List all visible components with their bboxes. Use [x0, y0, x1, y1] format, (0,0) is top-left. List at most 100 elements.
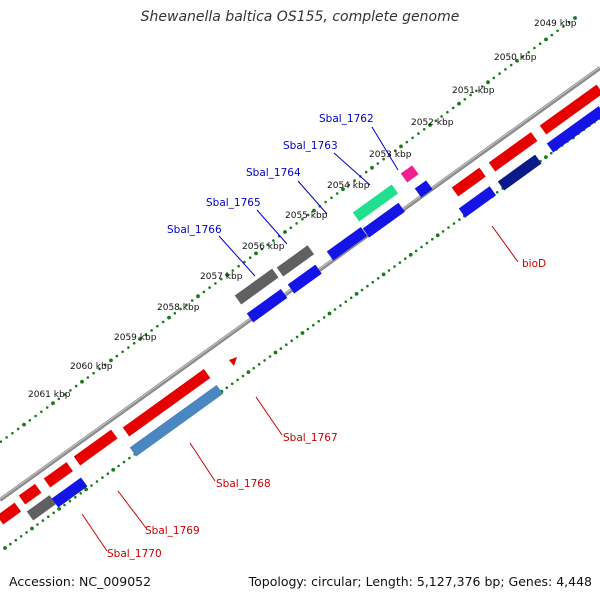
tick-dot [324, 200, 327, 204]
tick-dot [34, 414, 37, 418]
tick-dot [521, 55, 525, 58]
tick-dot [231, 269, 235, 272]
tick-dot [41, 519, 45, 522]
tick-dot [19, 535, 23, 538]
tick-dot [202, 290, 206, 294]
tick-dot [411, 136, 414, 140]
tick-dot [435, 233, 440, 238]
tick-dot [376, 162, 380, 165]
tick-dot [69, 389, 72, 392]
tick-label-2050: 2050 kbp [494, 53, 537, 63]
tick-dot [9, 542, 12, 546]
tick-dot [408, 252, 413, 257]
topology-label: Topology: circular; Length: 5,127,376 bp… [248, 574, 592, 589]
gene-sbal-1765[interactable] [287, 264, 322, 294]
tick-dot [431, 237, 434, 241]
gene-feature-reverse[interactable] [458, 186, 497, 218]
gene-label-sbal-1763: Sbal_1763 [283, 140, 338, 152]
tick-dot [246, 370, 251, 374]
tick-dot [371, 280, 375, 284]
gene-feature-forward[interactable] [43, 462, 73, 488]
gene-sbal-1762[interactable] [414, 180, 433, 198]
tick-dot [347, 183, 351, 187]
gene-biod[interactable] [451, 167, 486, 197]
tick-dot [515, 58, 519, 63]
tick-dot [428, 123, 432, 127]
tick-dot [122, 460, 126, 464]
tick-dot [562, 25, 565, 28]
tick-dot [268, 355, 272, 358]
tick-dot [405, 140, 409, 144]
tick-dot [504, 68, 507, 71]
tick-dot [74, 384, 78, 388]
tick-dot [74, 495, 77, 499]
tick-dot [317, 320, 321, 323]
gene-feature-forward[interactable] [18, 483, 42, 505]
gene-sbal-1764[interactable] [326, 226, 368, 261]
tick-dot [138, 337, 142, 341]
tick-dot [486, 80, 490, 85]
tick-label-2061: 2061 kbp [28, 390, 71, 400]
gene-feature-forward[interactable] [0, 502, 22, 525]
gene-feature-other[interactable] [26, 495, 56, 521]
tick-dot [344, 300, 348, 304]
tick-label-2056: 2056 kbp [242, 242, 285, 252]
tick-dot [5, 436, 8, 439]
label-leaders [81, 126, 519, 552]
gene-label-sbal-1767: Sbal_1767 [283, 432, 338, 444]
gene-feature-reverse[interactable] [546, 106, 600, 153]
gene-sbal-1766[interactable] [246, 288, 288, 323]
tick-dot [236, 378, 239, 382]
tick-dot [360, 288, 364, 292]
tick-dot [364, 170, 368, 174]
tick-dot [295, 222, 298, 225]
gene-feature-forward[interactable] [539, 84, 600, 135]
tick-dot [399, 144, 403, 149]
tick-dot [150, 329, 153, 332]
gene-sbal-1763[interactable] [362, 202, 405, 238]
tick-dot [446, 110, 449, 114]
tick-labels: 2049 kbp 2050 kbp 2051 kbp 2052 kbp 2053… [28, 19, 577, 400]
gene-feature-forward[interactable] [488, 132, 538, 172]
tick-dot [414, 249, 418, 253]
tick-dot [417, 132, 420, 135]
gene-label-biod: bioD [522, 258, 546, 270]
tick-dot [322, 316, 326, 319]
tick-dot [354, 292, 359, 296]
tick-dot [475, 89, 478, 93]
tick-dot [573, 16, 577, 20]
gene-feature-forward[interactable] [73, 429, 118, 466]
gene-highlight[interactable] [129, 384, 224, 457]
tick-dot [550, 151, 553, 155]
misc-feature-pink[interactable] [400, 165, 419, 183]
tick-dot [117, 464, 120, 468]
tick-dot [273, 350, 278, 355]
gene-feature-reverse[interactable] [497, 154, 542, 191]
gene-feature-other[interactable] [276, 245, 315, 277]
tick-dot [173, 312, 177, 315]
tick-dot [52, 511, 55, 515]
gene-label-sbal-1762: Sbal_1762 [319, 113, 374, 125]
tick-dot [366, 284, 369, 288]
gene-feature-other[interactable] [234, 268, 279, 305]
tick-dot [161, 320, 165, 324]
tick-dot [214, 282, 217, 285]
tick-dot [312, 323, 315, 327]
tick-dot [370, 165, 374, 170]
tick-dot [47, 515, 50, 518]
gene-sbal-1768[interactable] [51, 477, 88, 508]
tick-dot [3, 546, 7, 550]
tick-dot [333, 308, 337, 311]
tick-dot [538, 42, 542, 45]
gene-sbal-1767[interactable] [122, 369, 211, 437]
tick-dot [381, 272, 386, 277]
map-title: Shewanella baltica OS155, complete genom… [140, 9, 460, 25]
misc-feature[interactable] [229, 357, 237, 366]
gene-label-sbal-1766: Sbal_1766 [167, 224, 222, 236]
tick-dot [544, 155, 548, 160]
tick-dot [68, 499, 72, 503]
gene-label-sbal-1768: Sbal_1768 [216, 478, 271, 490]
rna-feature[interactable] [352, 184, 399, 222]
